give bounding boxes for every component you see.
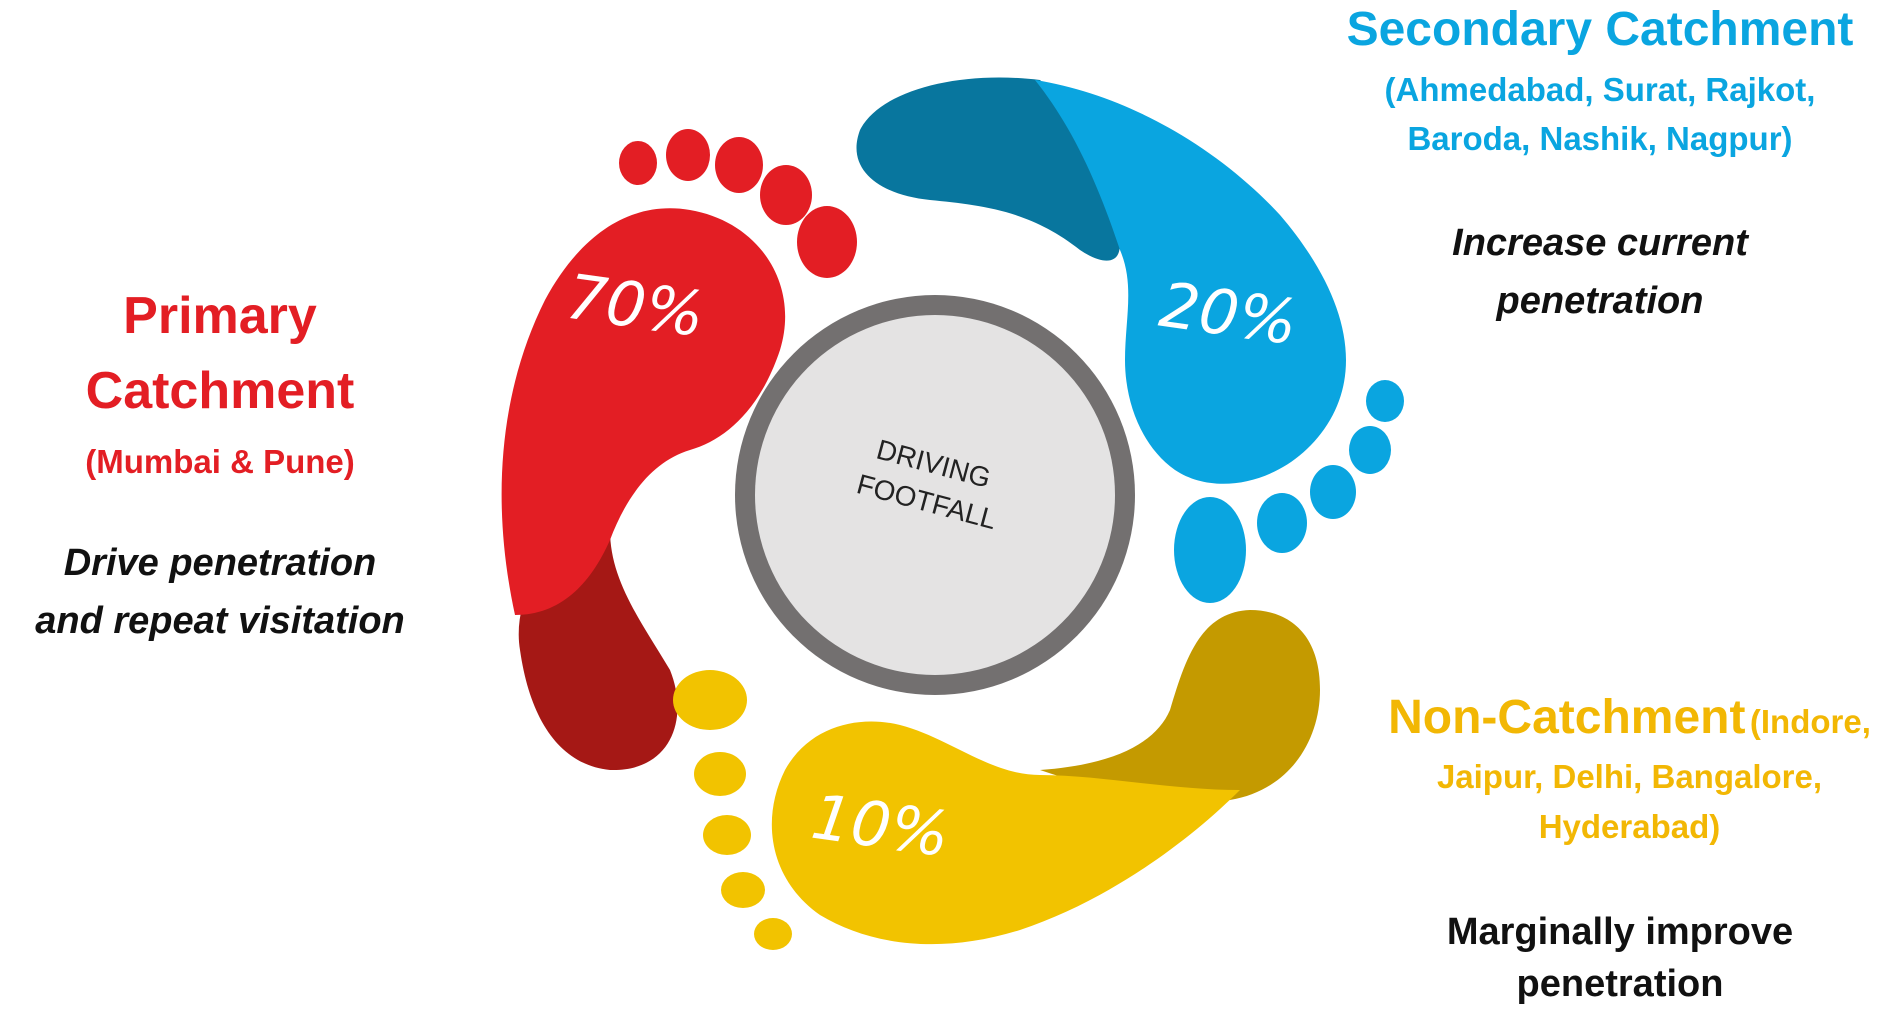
non-toe-4	[721, 872, 765, 908]
non-heel	[1040, 610, 1320, 803]
primary-goal-line1: Drive penetration	[63, 542, 377, 584]
primary-toe-1	[619, 141, 657, 185]
non-sole	[771, 721, 1240, 945]
secondary-toe-2	[1349, 426, 1391, 474]
primary-toe-5	[797, 206, 857, 278]
secondary-goal-line1: Increase current	[1452, 222, 1748, 264]
secondary-toe-4	[1257, 493, 1307, 553]
secondary-heel	[856, 77, 1120, 261]
primary-sole	[501, 208, 786, 615]
primary-toe-2	[666, 129, 710, 181]
non-toe-3	[703, 815, 751, 855]
non-goal-line1: Marginally improve	[1446, 911, 1794, 953]
secondary-title: Secondary Catchment	[1346, 3, 1854, 56]
primary-title-line1: Primary	[123, 287, 317, 345]
non-cities-line3: Hyderabad)	[1538, 808, 1721, 845]
secondary-goal-line2: penetration	[1496, 280, 1704, 322]
secondary-toe-1	[1366, 380, 1404, 422]
non-toe-1	[673, 670, 747, 730]
primary-toe-4	[760, 165, 812, 225]
secondary-toe-5	[1174, 497, 1246, 603]
secondary-toe-3	[1310, 465, 1356, 519]
primary-goal-line2: and repeat visitation	[35, 600, 405, 642]
non-toe-5	[754, 918, 792, 950]
non-toe-2	[694, 752, 746, 796]
secondary-sole	[1035, 80, 1346, 484]
secondary-cities-line1: (Ahmedabad, Surat, Rajkot,	[1384, 71, 1816, 108]
secondary-cities-line2: Baroda, Nashik, Nagpur)	[1407, 120, 1793, 157]
non-cities-line2: Jaipur, Delhi, Bangalore,	[1436, 758, 1823, 795]
non-cities-inline: (Indore,	[1749, 703, 1871, 740]
non-title-line: Non-Catchment (Indore,	[1370, 690, 1889, 746]
non-title: Non-Catchment	[1388, 691, 1746, 744]
primary-title-line2: Catchment	[85, 362, 355, 420]
non-goal-line2: penetration	[1516, 963, 1724, 1005]
primary-toe-3	[715, 137, 763, 193]
primary-cities: (Mumbai & Pune)	[85, 443, 355, 480]
center-hub	[755, 315, 1115, 675]
